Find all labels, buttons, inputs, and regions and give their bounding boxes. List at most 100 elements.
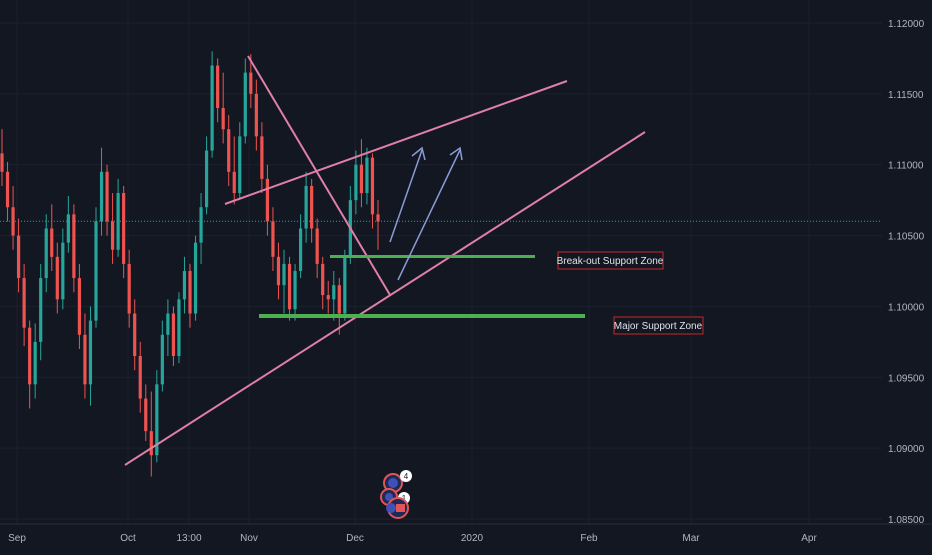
candle-body	[243, 72, 247, 137]
candle-body	[337, 285, 341, 314]
candle-body	[370, 157, 375, 215]
candle-body	[310, 185, 314, 229]
candle-body	[99, 171, 104, 222]
candle-body	[193, 242, 198, 314]
candle-body	[16, 235, 21, 279]
candle-body	[138, 356, 142, 399]
x-tick-label: 13:00	[176, 533, 201, 544]
candle-body	[72, 214, 76, 279]
y-tick-label: 1.11500	[888, 90, 924, 101]
candle-body	[122, 193, 126, 264]
candle-body	[88, 320, 93, 385]
candle-body	[298, 228, 303, 271]
candle-body	[55, 256, 59, 300]
candle-body	[77, 278, 82, 335]
candle-body	[94, 221, 98, 321]
major-support-label-text: Major Support Zone	[614, 321, 703, 332]
candle-body	[254, 93, 258, 137]
candle-body	[66, 214, 70, 243]
x-tick-label: Feb	[580, 533, 598, 544]
candle-body	[260, 136, 264, 179]
x-tick-label: Nov	[240, 533, 258, 544]
eu-flag-icon	[386, 503, 396, 513]
candle-body	[216, 65, 220, 109]
candle-body	[171, 313, 176, 357]
candle-body	[188, 271, 192, 314]
upper-channel-trendline[interactable]	[224, 80, 568, 205]
grid-lines	[0, 22, 882, 520]
candle-body	[44, 228, 48, 279]
candle-body	[22, 278, 26, 328]
candle-body	[343, 256, 347, 314]
y-tick-label: 1.09000	[888, 444, 925, 455]
projection-arrow-2[interactable]	[397, 146, 463, 281]
candle-body	[265, 178, 270, 222]
candle-body	[321, 263, 325, 296]
candle-body	[11, 207, 15, 236]
x-tick-label: 2020	[461, 533, 484, 544]
candle-body	[287, 263, 292, 310]
y-tick-label: 1.09500	[888, 373, 925, 384]
breakout-support-label[interactable]: Break-out Support Zone	[557, 251, 664, 270]
y-tick-label: 1.12000	[888, 19, 925, 30]
candle-body	[271, 221, 275, 257]
candle-body	[232, 171, 236, 194]
candle-body	[5, 171, 10, 208]
candle-body	[238, 136, 242, 194]
candle-body	[293, 271, 297, 310]
x-tick-label: Apr	[801, 533, 817, 544]
time-axis[interactable]: Sep Oct 13:00 Nov Dec 2020 Feb Mar Apr	[0, 523, 932, 550]
x-tick-label: Mar	[682, 533, 700, 544]
ascending-trendline[interactable]	[124, 131, 646, 466]
candle-body	[182, 271, 187, 300]
candle-body	[359, 164, 364, 194]
y-tick-label: 1.11000	[888, 161, 924, 172]
svg-text:4: 4	[404, 472, 409, 481]
y-tick-label: 1.10500	[888, 232, 925, 243]
candle-body	[365, 157, 369, 194]
candle-body	[160, 334, 164, 385]
candle-body	[177, 299, 181, 357]
candle-body	[326, 295, 330, 300]
candle-body	[127, 263, 131, 314]
eu-flag-icon	[388, 478, 398, 488]
candle-body	[0, 153, 4, 172]
marker-badge-4	[400, 470, 412, 482]
y-tick-label: 1.10000	[888, 302, 925, 313]
candle-body	[204, 150, 209, 208]
breakout-support-label-text: Break-out Support Zone	[557, 256, 664, 267]
event-markers[interactable]: 4 1	[380, 470, 412, 519]
candle-body	[354, 164, 358, 201]
candle-body	[116, 193, 120, 250]
candle-body	[315, 228, 319, 264]
major-support-line[interactable]	[259, 314, 585, 318]
y-tick-label: 1.08500	[888, 515, 925, 526]
projection-arrow-1[interactable]	[389, 146, 426, 243]
candle-body	[105, 171, 109, 222]
x-tick-label: Oct	[120, 533, 136, 544]
major-support-label[interactable]: Major Support Zone	[613, 316, 704, 335]
candle-body	[249, 72, 253, 94]
candle-body	[149, 431, 153, 456]
candle-body	[28, 327, 32, 385]
candle-body	[227, 129, 231, 172]
candle-body	[332, 285, 336, 300]
eu-flag-icon	[385, 493, 393, 501]
us-flag-icon	[396, 504, 405, 512]
candle-body	[166, 313, 170, 335]
drawings[interactable]	[124, 55, 646, 466]
candle-body	[304, 185, 308, 229]
price-axis[interactable]: 1.12000 1.11500 1.11000 1.10500 1.10000 1.095…	[882, 0, 932, 550]
candle-body	[210, 65, 214, 151]
breakout-support-line[interactable]	[330, 255, 535, 258]
candle-body	[376, 214, 380, 222]
svg-text:1: 1	[402, 494, 407, 503]
candle-body	[276, 256, 281, 286]
candle-body	[282, 263, 286, 286]
x-tick-label: Sep	[8, 533, 26, 544]
candle-body	[50, 228, 54, 257]
candle-body	[221, 108, 225, 130]
